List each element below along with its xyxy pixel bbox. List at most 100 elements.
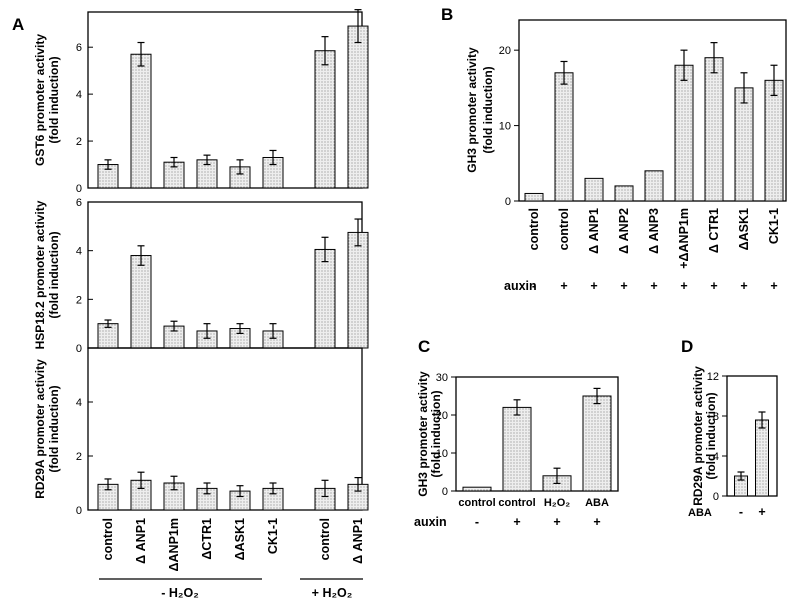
bar	[554, 72, 574, 202]
chart-gh3-auxin: 0 10 20 GH3 promoter activity (fold inductio…	[465, 19, 787, 293]
bar	[614, 185, 634, 202]
plot-frame	[726, 375, 778, 497]
treatment-value: -	[532, 279, 536, 293]
x-tick-label: Δ ANP2	[617, 208, 631, 254]
y-tick-label: 20	[499, 45, 511, 57]
y-axis-label: GH3 promoter activity	[416, 371, 430, 497]
x-tick-label: control	[101, 518, 115, 560]
chart-gh3-h2o2-aba: 0 10 20 30 GH3 promoter activity (fold induct…	[414, 371, 619, 529]
x-tick-label: ΔCTR1	[200, 518, 214, 560]
bar	[674, 64, 694, 202]
treatment-value: +	[553, 515, 560, 529]
bar	[524, 192, 544, 202]
y-tick-label: 4	[713, 451, 719, 463]
x-tick-label: Δ ANP1	[351, 518, 365, 564]
condition-label: - H₂O₂	[161, 586, 199, 600]
bar	[314, 248, 336, 349]
bar	[347, 25, 369, 189]
x-tick-label: Δ ANP3	[647, 208, 661, 254]
treatment-value: +	[620, 279, 627, 293]
condition-label: + H₂O₂	[312, 586, 353, 600]
y-axis-label-unit: (fold induction)	[704, 392, 718, 479]
y-tick-label: 0	[76, 183, 82, 195]
bar	[502, 406, 532, 492]
bar	[314, 50, 336, 189]
bar	[734, 87, 754, 202]
x-tick-label: ΔASK1	[233, 518, 247, 560]
y-tick-label: 4	[76, 397, 82, 409]
y-tick-label: 2	[76, 451, 82, 463]
treatment-value: -	[475, 515, 479, 529]
chart-rd29a-h2o2: 0 2 4 RD29A promoter activity (fold inductio…	[33, 347, 369, 600]
x-tick-label: Δ CTR1	[707, 208, 721, 253]
y-axis-label: RD29A promoter activity	[691, 366, 705, 506]
bar	[764, 79, 784, 202]
x-tick-label: control	[557, 208, 571, 250]
bar	[462, 486, 492, 492]
y-axis-label: RD29A promoter activity	[33, 359, 47, 499]
y-tick-label: 8	[713, 411, 719, 423]
y-axis-label-unit: (fold induction)	[481, 66, 495, 153]
chart-hsp18: 0 2 4 6 HSP18.2 promoter activity (fold induc…	[33, 197, 369, 355]
treatment-value: +	[650, 279, 657, 293]
y-axis-label: GH3 promoter activity	[465, 47, 479, 173]
y-axis-label-unit: (fold induction)	[47, 385, 61, 472]
y-tick-label: 0	[442, 486, 448, 498]
treatment-label: ABA	[688, 507, 712, 519]
bar	[582, 395, 612, 492]
treatment-value: +	[593, 515, 600, 529]
y-axis-label: GST6 promoter activity	[33, 34, 47, 166]
y-tick-label: 4	[76, 246, 82, 258]
y-tick-label: 0	[76, 343, 82, 355]
y-tick-label: 0	[76, 505, 82, 517]
x-tick-label: ABA	[585, 497, 609, 509]
treatment-value: +	[560, 279, 567, 293]
treatment-value: +	[710, 279, 717, 293]
panel-label-c: C	[418, 337, 430, 356]
y-tick-label: 0	[713, 491, 719, 503]
bar	[644, 170, 664, 202]
treatment-value: +	[513, 515, 520, 529]
treatment-value: +	[740, 279, 747, 293]
y-axis-label: HSP18.2 promoter activity	[33, 200, 47, 349]
treatment-value: +	[590, 279, 597, 293]
y-tick-label: 4	[76, 89, 82, 101]
panel-label-d: D	[681, 337, 693, 356]
bar	[704, 57, 724, 202]
y-tick-label: 0	[505, 196, 511, 208]
y-tick-label: 2	[76, 294, 82, 306]
x-tick-label: CK1-1	[767, 208, 781, 244]
y-tick-label: 6	[76, 42, 82, 54]
bar	[755, 419, 769, 497]
x-tick-label: control	[318, 518, 332, 560]
chart-gst6: 0 2 4 6 GST6 promoter activity (fold inductio…	[33, 9, 369, 195]
x-tick-label: Δ ANP1	[134, 518, 148, 564]
y-tick-label: 20	[436, 410, 448, 422]
y-axis-label-unit: (fold induction)	[429, 390, 443, 477]
treatment-label: auxin	[414, 515, 447, 529]
y-tick-label: 2	[76, 136, 82, 148]
y-tick-label: 12	[707, 371, 719, 383]
x-tick-label: Δ ANP1	[587, 208, 601, 254]
bar	[130, 255, 152, 349]
x-tick-label: +ΔANP1m	[677, 208, 691, 269]
y-tick-label: 30	[436, 372, 448, 384]
bar	[584, 177, 604, 202]
x-tick-label: control	[458, 497, 495, 509]
y-tick-label: 6	[76, 197, 82, 209]
treatment-label: auxin	[504, 279, 537, 293]
treatment-value: +	[758, 505, 765, 519]
plot-frame	[455, 376, 619, 492]
y-tick-label: 10	[436, 448, 448, 460]
x-tick-label: ΔANP1m	[167, 518, 181, 571]
y-axis-label-unit: (fold induction)	[47, 231, 61, 318]
x-tick-label: control	[498, 497, 535, 509]
x-tick-label: H₂O₂	[544, 497, 570, 509]
panel-label-a: A	[12, 15, 24, 34]
x-tick-label: control	[527, 208, 541, 250]
bar	[130, 53, 152, 189]
x-tick-label: CK1-1	[266, 518, 280, 554]
treatment-value: -	[739, 505, 743, 519]
